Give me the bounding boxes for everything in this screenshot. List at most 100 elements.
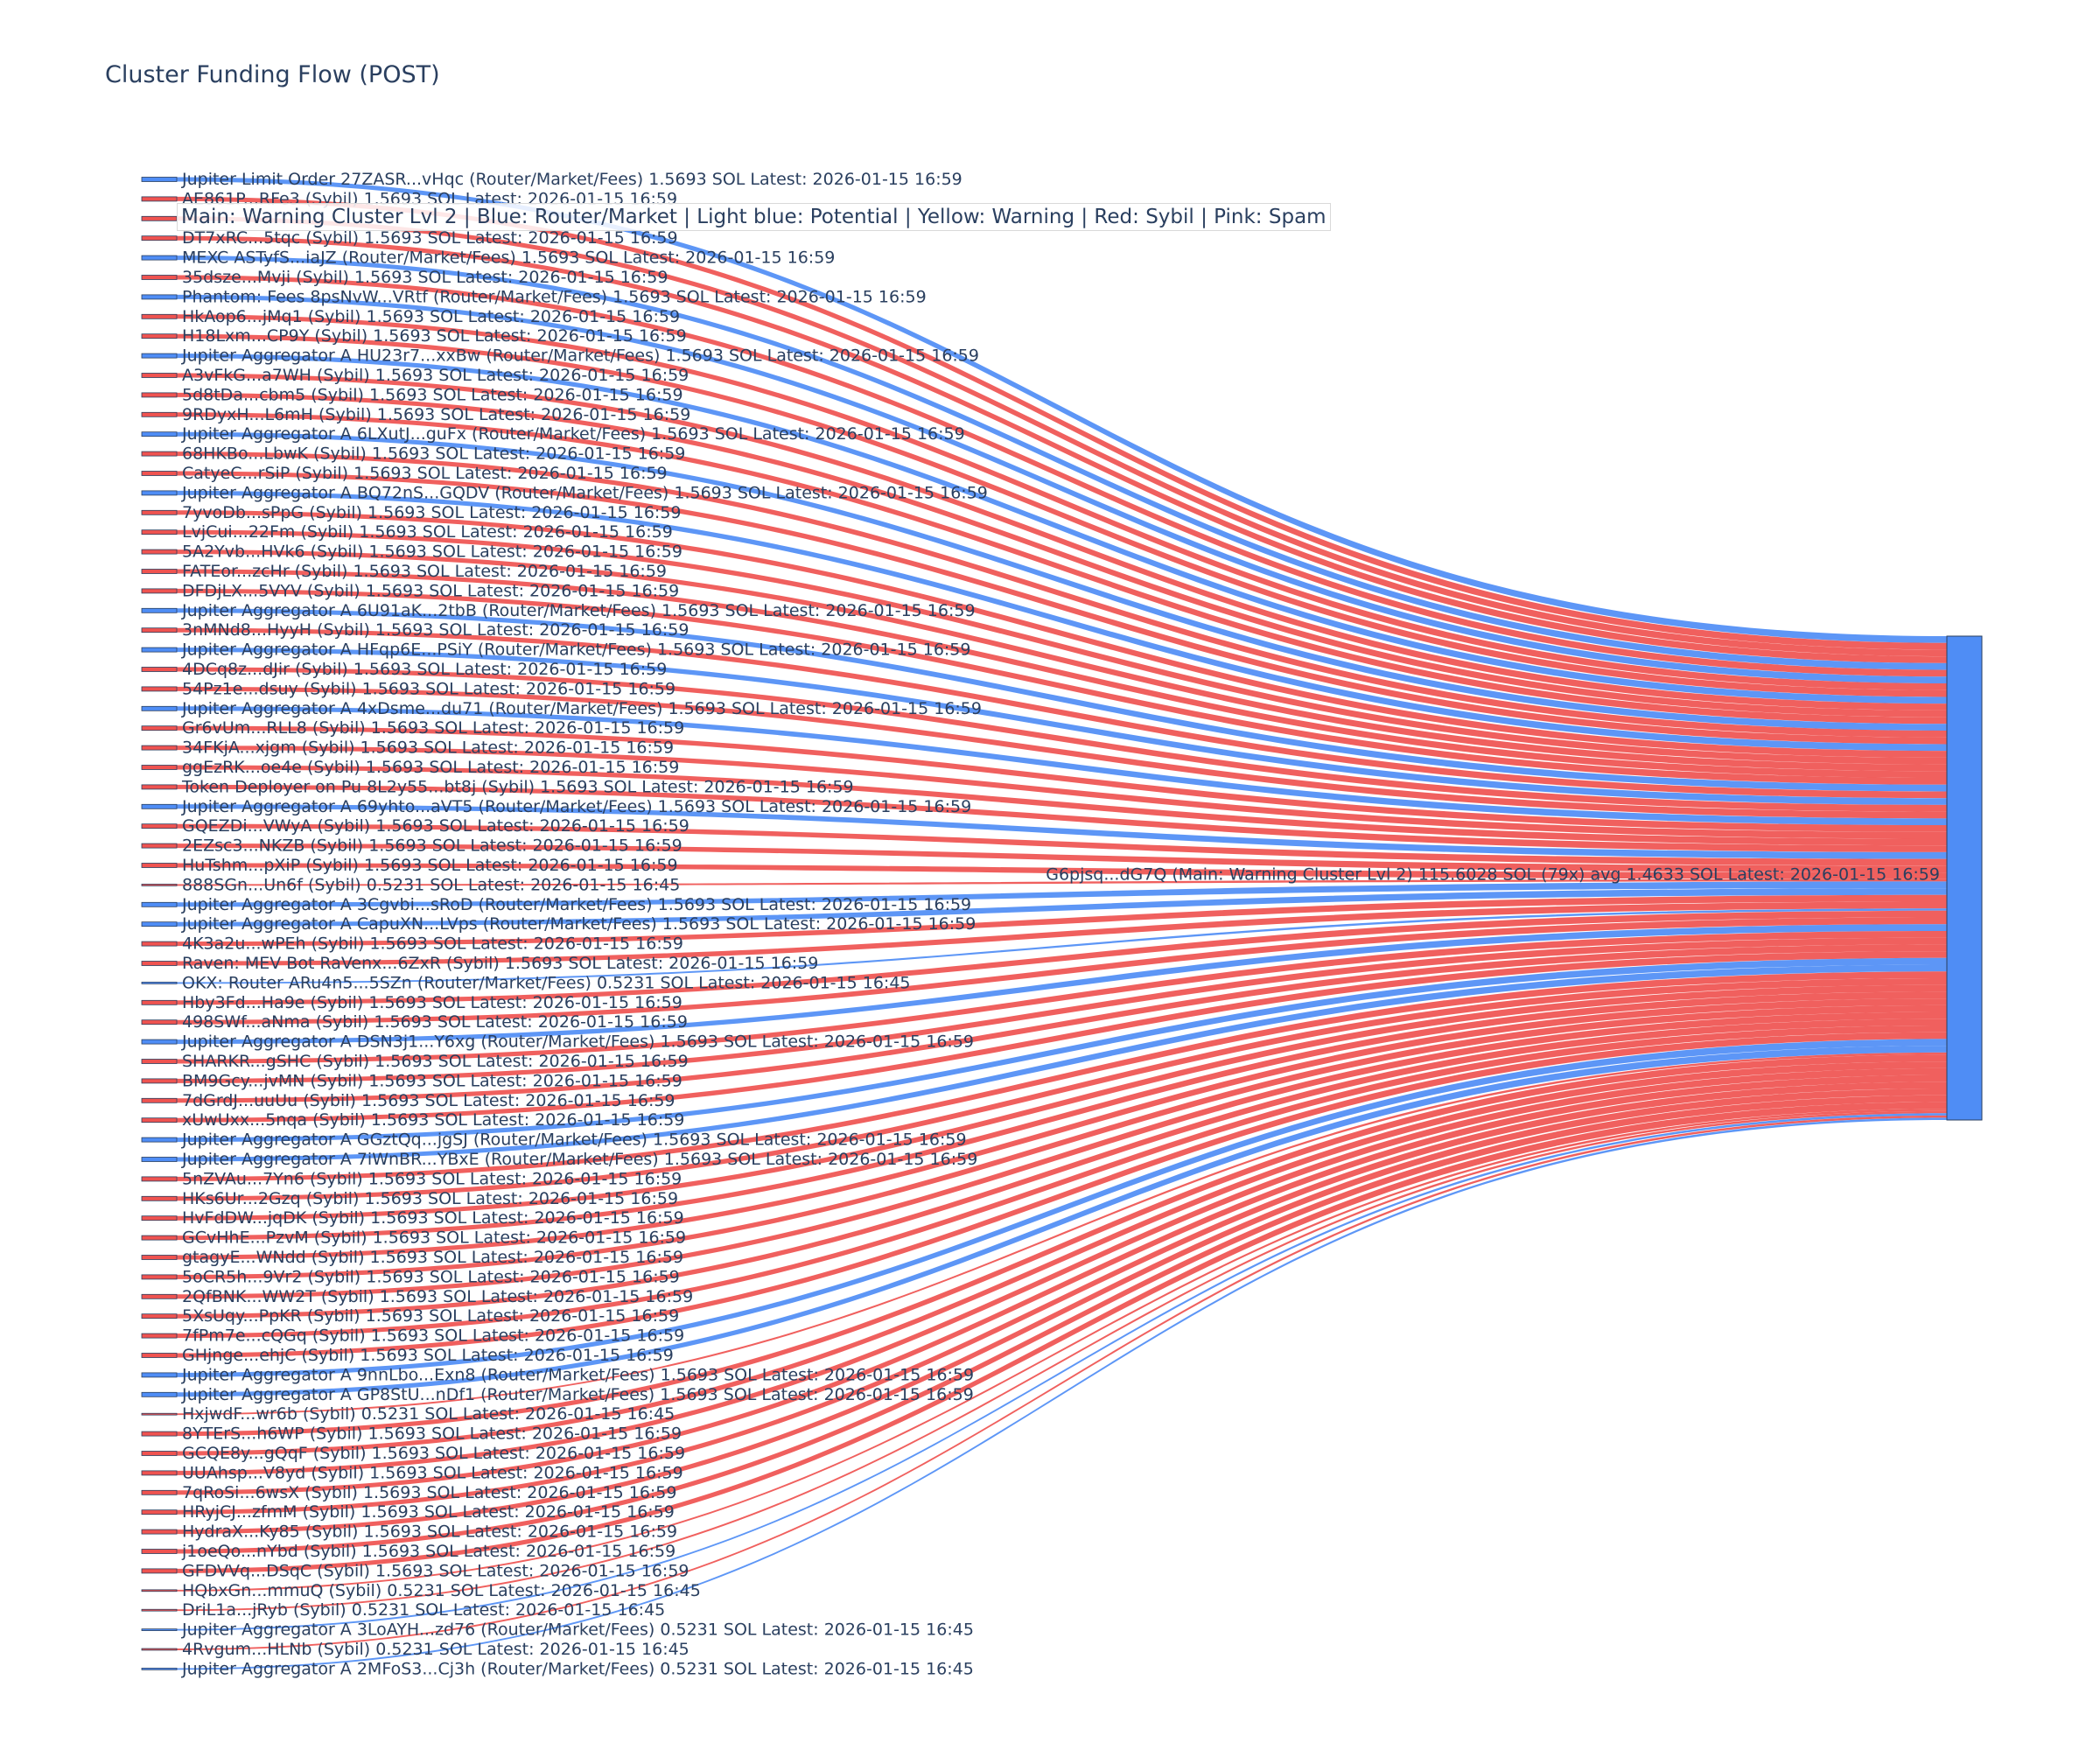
sankey-link[interactable] [177,510,1947,758]
source-node[interactable] [141,1391,178,1397]
sankey-link[interactable] [177,1082,1947,1515]
source-node[interactable] [141,1648,178,1651]
source-node[interactable] [141,569,178,574]
sankey-link[interactable] [177,1004,1947,1279]
source-node[interactable] [141,1117,178,1124]
source-node[interactable] [141,1215,178,1222]
sankey-link[interactable] [177,977,1947,1201]
sankey-link[interactable] [177,804,1947,859]
source-node[interactable] [141,1549,178,1554]
source-node[interactable] [141,333,178,340]
source-node[interactable] [141,647,178,653]
source-node[interactable] [141,705,178,711]
source-node[interactable] [141,803,178,809]
sankey-link[interactable] [177,1074,1947,1495]
sankey-link[interactable] [177,177,1947,643]
sankey-link[interactable] [177,951,1947,1123]
sankey-link[interactable] [177,392,1947,718]
sankey-link[interactable] [177,588,1947,785]
sankey-link[interactable] [177,1102,1947,1573]
sankey-link[interactable] [177,275,1947,677]
source-node[interactable] [141,999,178,1005]
sankey-link[interactable] [177,294,1947,684]
sankey-link[interactable] [177,452,1947,738]
source-node[interactable] [141,177,178,182]
source-node[interactable] [141,843,178,849]
source-node[interactable] [141,1157,178,1162]
source-node[interactable] [141,1470,178,1476]
source-node[interactable] [141,235,178,242]
sankey-link[interactable] [177,746,1947,839]
source-node[interactable] [141,196,178,202]
source-node[interactable] [141,255,178,261]
source-node[interactable] [141,1372,178,1378]
sankey-link[interactable] [177,725,1947,832]
source-node[interactable] [141,686,178,692]
sankey-link[interactable] [177,930,1947,1064]
sankey-link[interactable] [177,686,1947,819]
source-node[interactable] [141,745,178,751]
sankey-link[interactable] [177,894,1947,947]
source-node[interactable] [141,921,178,928]
source-node[interactable] [141,1039,178,1045]
sankey-link[interactable] [177,998,1947,1260]
source-node[interactable] [141,373,178,378]
sankey-link[interactable] [177,196,1947,650]
sankey-link[interactable] [177,314,1947,690]
source-node[interactable] [141,941,178,947]
source-node[interactable] [141,1451,178,1456]
sankey-link[interactable] [177,1052,1947,1416]
source-node[interactable] [141,784,178,790]
source-node[interactable] [141,1176,178,1182]
sankey-link[interactable] [177,1046,1947,1397]
source-node[interactable] [141,1489,178,1495]
source-node[interactable] [141,1608,178,1612]
sankey-link[interactable] [177,1025,1947,1339]
source-node[interactable] [141,509,178,515]
sankey-link[interactable] [177,957,1947,1143]
source-node[interactable] [141,884,178,886]
source-node[interactable] [141,588,178,594]
sankey-link[interactable] [177,1088,1947,1535]
sankey-link[interactable] [177,1032,1947,1358]
sankey-link[interactable] [177,878,1947,886]
source-node[interactable] [141,431,178,438]
source-node[interactable] [141,1313,178,1320]
sankey-link[interactable] [177,1113,1947,1631]
source-node[interactable] [141,1137,178,1143]
source-node[interactable] [141,1509,178,1516]
sankey-link[interactable] [177,863,1947,879]
sankey-link[interactable] [177,256,1947,670]
source-node[interactable] [141,294,178,300]
sankey-link[interactable] [177,333,1947,697]
sankey-link[interactable] [177,901,1947,966]
source-node[interactable] [141,1293,178,1299]
source-node[interactable] [141,471,178,476]
sankey-link[interactable] [177,1115,1947,1650]
source-node[interactable] [141,1255,178,1260]
source-node[interactable] [141,490,178,496]
sankey-link[interactable] [177,844,1947,873]
sankey-link[interactable] [177,881,1947,907]
sankey-link[interactable] [177,908,1947,984]
sankey-link[interactable] [177,765,1947,846]
sankey-link[interactable] [177,1109,1947,1592]
sankey-link[interactable] [177,529,1947,765]
sankey-link[interactable] [177,944,1947,1103]
source-node[interactable] [141,863,178,868]
source-node[interactable] [141,961,178,966]
source-node[interactable] [141,1078,178,1084]
sankey-link[interactable] [177,917,1947,1025]
sankey-link[interactable] [177,471,1947,745]
source-node[interactable] [141,901,178,907]
source-node[interactable] [141,823,178,830]
source-node[interactable] [141,1353,178,1358]
sankey-link[interactable] [177,1054,1947,1437]
sankey-link[interactable] [177,964,1947,1162]
sankey-link[interactable] [177,354,1947,704]
source-node[interactable] [141,1431,178,1437]
sankey-link[interactable] [177,706,1947,826]
sankey-link[interactable] [177,1095,1947,1554]
source-node[interactable] [141,667,178,672]
source-node[interactable] [141,411,178,417]
